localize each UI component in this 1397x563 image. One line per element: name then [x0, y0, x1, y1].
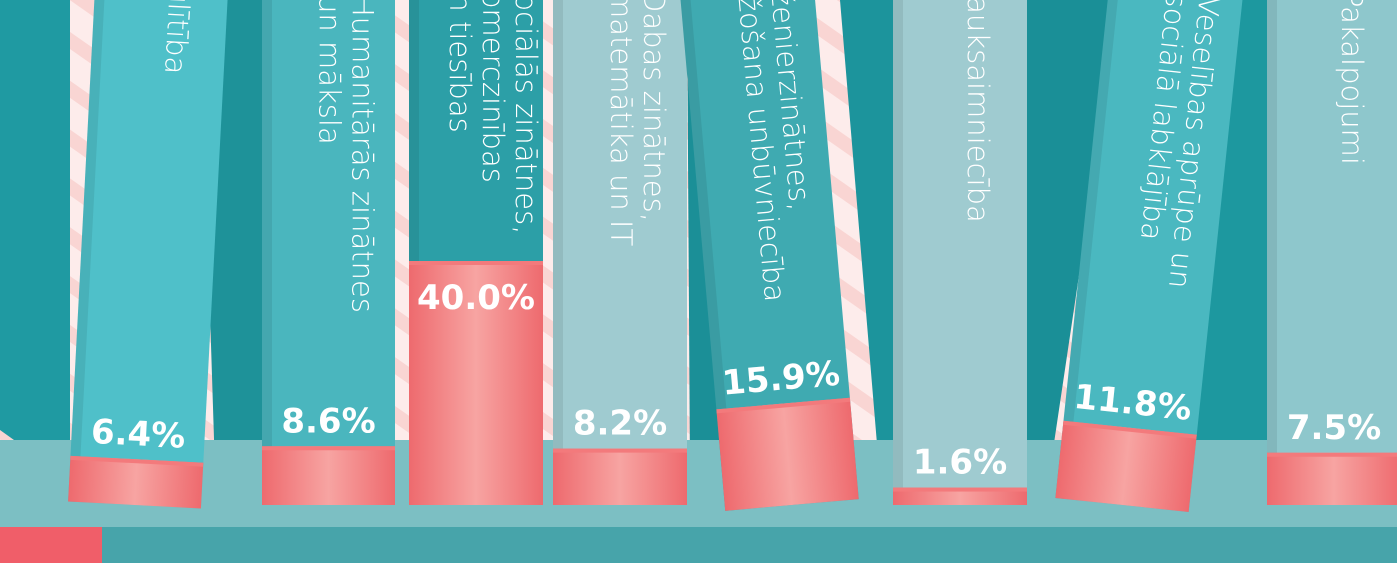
bar [1055, 420, 1197, 513]
category-label: Pakalpojumi [1335, 0, 1369, 165]
book-cover [68, 0, 231, 509]
book-cover [262, 0, 395, 505]
book-edge [1055, 0, 1125, 500]
accent [0, 527, 102, 563]
category-label: komerczinības [476, 0, 510, 183]
book-cover [1055, 0, 1248, 513]
book-cover [676, 0, 859, 511]
bar-top [409, 261, 543, 265]
bar [893, 487, 1027, 505]
book-edge [1267, 0, 1277, 505]
value-label: 6.4% [90, 412, 186, 457]
category-label: Lauksaimniecība [961, 0, 995, 223]
bar-top [893, 487, 1027, 492]
book-edge [409, 0, 419, 505]
shelf-front [0, 527, 1397, 563]
category-label: Humanitārās zinātnes [346, 0, 380, 313]
bar-top [716, 397, 851, 414]
bar [262, 446, 395, 505]
bar [68, 455, 204, 509]
book-edge [553, 0, 563, 505]
bar-top [1063, 420, 1197, 439]
bar [409, 261, 543, 505]
book-edge [68, 0, 108, 503]
bar-top [1267, 452, 1397, 457]
book-cover [893, 0, 1027, 505]
category-label: matemātika un IT [604, 0, 638, 246]
value-label: 40.0% [417, 278, 535, 318]
category-label: Izglītība [158, 0, 198, 75]
book: Inženierzinātnes,ražošana unbūvniecība15… [676, 0, 859, 511]
book-edge [676, 0, 736, 511]
book: Dabas zinātnes,matemātika un IT 8.2% [553, 0, 687, 505]
category-label: un māksla [313, 0, 347, 145]
book: Pakalpojumi 7.5% [1267, 0, 1397, 505]
category-label: Sociālās zinātnes, [509, 0, 543, 234]
book-edge [893, 0, 903, 505]
value-label: 8.6% [281, 401, 375, 441]
bar-top [262, 446, 395, 451]
value-label: 8.2% [573, 404, 667, 444]
value-label: 7.5% [1287, 408, 1381, 448]
category-label: Dabas zinātnes, [637, 0, 671, 222]
book-cover [553, 0, 687, 505]
value-label: 1.6% [913, 443, 1007, 483]
bar-top [70, 455, 204, 467]
bar [716, 397, 859, 511]
book-cover [1267, 0, 1397, 505]
category-label: un tiesības [443, 0, 477, 133]
book: Izglītība 6.4% [68, 0, 231, 509]
bar [553, 448, 687, 505]
bar-top [553, 448, 687, 453]
book-edge [262, 0, 272, 505]
book: Lauksaimniecība 1.6% [893, 0, 1027, 505]
bar [1267, 452, 1397, 505]
